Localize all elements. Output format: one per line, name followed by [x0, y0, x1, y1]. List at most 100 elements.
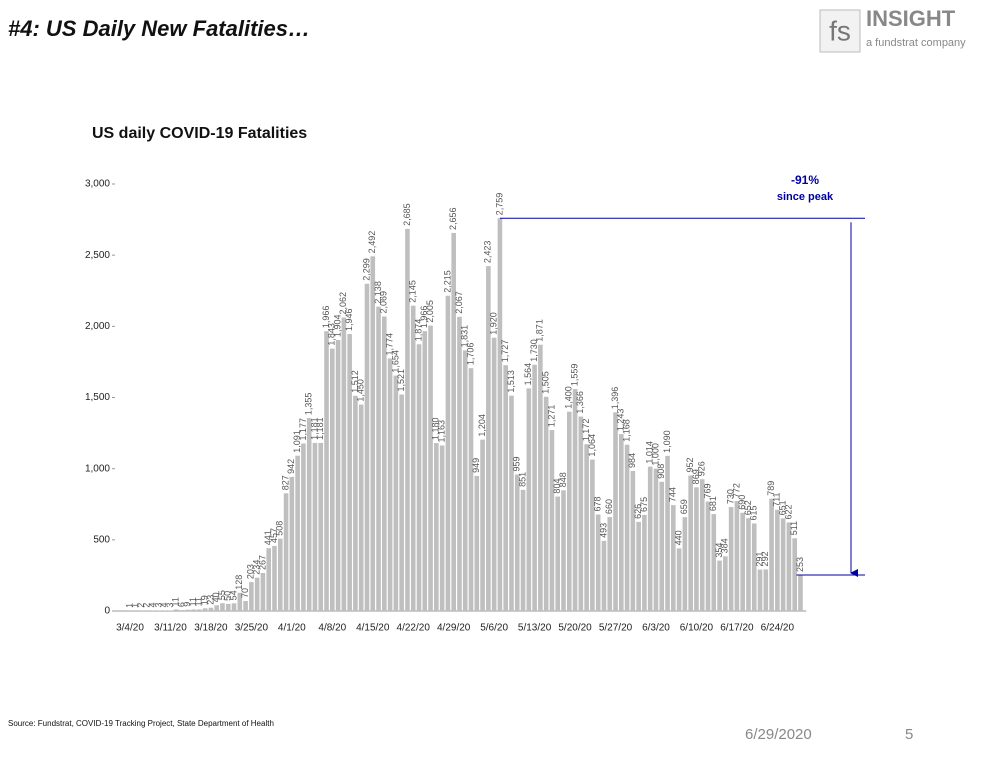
value-label: 984: [627, 453, 637, 468]
value-label: 2,067: [454, 291, 464, 314]
bar: [341, 317, 347, 611]
bar: [520, 489, 526, 611]
bar: [746, 518, 751, 611]
bar: [289, 476, 295, 611]
value-label: 1,400: [564, 386, 574, 409]
x-tick-label: 5/13/20: [518, 623, 552, 634]
bar: [636, 521, 641, 611]
value-label: 2,215: [442, 270, 452, 293]
bar: [653, 468, 659, 611]
value-label: 651: [778, 500, 788, 515]
bar: [786, 522, 792, 611]
bar: [457, 316, 462, 611]
value-label: 1,172: [581, 419, 591, 442]
value-label: 1,512: [350, 370, 360, 393]
bar: [185, 609, 191, 611]
value-label: 511: [789, 521, 799, 535]
bar: [416, 344, 422, 611]
value-label: 11: [194, 597, 204, 606]
value-label: 1,163: [436, 420, 446, 443]
value-label: 660: [604, 499, 614, 514]
logo-name: INSIGHT: [866, 6, 956, 31]
bar: [306, 418, 312, 611]
value-label: 1,564: [523, 363, 533, 386]
bar: [272, 545, 277, 611]
bar: [584, 444, 589, 611]
value-label: 1,874: [413, 319, 423, 342]
y-tick-label: 1,500: [85, 392, 110, 403]
value-label: 11: [171, 597, 181, 606]
bar: [497, 218, 503, 611]
bar: [283, 493, 289, 611]
value-label: 1,706: [465, 343, 475, 366]
bar: [179, 610, 185, 611]
bar: [249, 582, 254, 611]
value-label: 769: [702, 484, 712, 499]
value-label: 1: [124, 603, 134, 608]
bar: [330, 348, 335, 611]
value-label: 678: [593, 496, 603, 511]
value-label: 1,521: [396, 369, 406, 392]
value-label: 626: [633, 504, 643, 519]
bar: [676, 548, 682, 611]
bar: [734, 501, 740, 611]
value-label: 2,145: [408, 280, 418, 303]
date: 6/29/2020: [745, 726, 812, 743]
value-label: 1,774: [384, 333, 394, 356]
y-tick-label: 3,000: [85, 179, 110, 190]
bar: [225, 603, 231, 611]
bar: [335, 339, 341, 611]
value-label: 493: [598, 523, 608, 538]
bar: [474, 475, 480, 611]
bar: [630, 470, 636, 611]
y-tick-label: 0: [104, 606, 110, 617]
value-label: 292: [760, 551, 770, 566]
value-label: 659: [679, 499, 689, 514]
value-label: 50: [223, 591, 233, 601]
value-label: 9: [182, 602, 192, 607]
bar: [590, 459, 595, 611]
annotation-text: since peak: [777, 191, 834, 203]
bar: [659, 481, 665, 611]
x-tick-label: 5/6/20: [480, 623, 508, 634]
bar: [387, 358, 393, 611]
bar: [763, 569, 769, 611]
value-label: 2,069: [379, 291, 389, 314]
value-label: 2,492: [367, 231, 377, 254]
value-label: 1,355: [304, 393, 314, 416]
value-label: 942: [286, 459, 296, 474]
x-tick-label: 4/8/20: [318, 623, 346, 634]
bar: [220, 603, 225, 611]
bar: [231, 603, 237, 611]
value-label: 1,181: [315, 417, 325, 440]
value-label: 384: [720, 538, 730, 553]
bar: [526, 388, 532, 611]
page-number: 5: [905, 726, 913, 743]
bar: [665, 455, 670, 611]
bar: [260, 572, 266, 611]
value-label: 1,450: [356, 379, 366, 402]
bar: [422, 331, 428, 611]
bar: [202, 608, 208, 611]
bar: [595, 514, 601, 611]
value-label: 2,005: [425, 300, 435, 323]
bar: [642, 514, 647, 611]
bar: [514, 474, 520, 611]
bar: [301, 443, 306, 611]
value-label: 2,138: [373, 281, 383, 304]
bar: [439, 445, 445, 611]
value-label: 1,090: [662, 430, 672, 453]
bar: [792, 538, 797, 611]
x-tick-label: 6/3/20: [642, 623, 670, 634]
value-label: 3: [165, 603, 175, 608]
bar: [624, 444, 630, 611]
value-label: 2: [142, 603, 152, 608]
bar: [561, 490, 566, 611]
value-label: 744: [668, 487, 678, 502]
bar: [173, 609, 179, 611]
bar: [532, 364, 537, 611]
bar: [462, 350, 468, 611]
bar: [434, 443, 439, 611]
bar: [509, 395, 514, 611]
